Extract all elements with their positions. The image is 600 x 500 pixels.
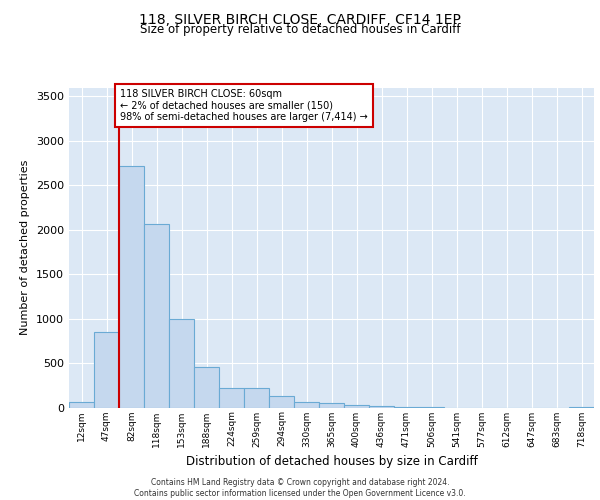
Text: 118, SILVER BIRCH CLOSE, CARDIFF, CF14 1EP: 118, SILVER BIRCH CLOSE, CARDIFF, CF14 1… — [139, 12, 461, 26]
Bar — [69, 402, 94, 407]
Text: 118 SILVER BIRCH CLOSE: 60sqm
← 2% of detached houses are smaller (150)
98% of s: 118 SILVER BIRCH CLOSE: 60sqm ← 2% of de… — [120, 90, 368, 122]
Bar — [219, 388, 244, 407]
X-axis label: Distribution of detached houses by size in Cardiff: Distribution of detached houses by size … — [185, 455, 478, 468]
Bar — [169, 318, 194, 408]
Bar — [119, 166, 144, 408]
Bar — [369, 406, 394, 407]
Bar — [144, 224, 169, 408]
Y-axis label: Number of detached properties: Number of detached properties — [20, 160, 31, 335]
Bar — [294, 402, 319, 407]
Text: Size of property relative to detached houses in Cardiff: Size of property relative to detached ho… — [140, 24, 460, 36]
Bar — [94, 332, 119, 407]
Text: Contains HM Land Registry data © Crown copyright and database right 2024.
Contai: Contains HM Land Registry data © Crown c… — [134, 478, 466, 498]
Bar — [344, 405, 369, 407]
Bar — [194, 366, 219, 408]
Bar — [319, 402, 344, 407]
Bar — [244, 388, 269, 407]
Bar — [269, 396, 294, 407]
